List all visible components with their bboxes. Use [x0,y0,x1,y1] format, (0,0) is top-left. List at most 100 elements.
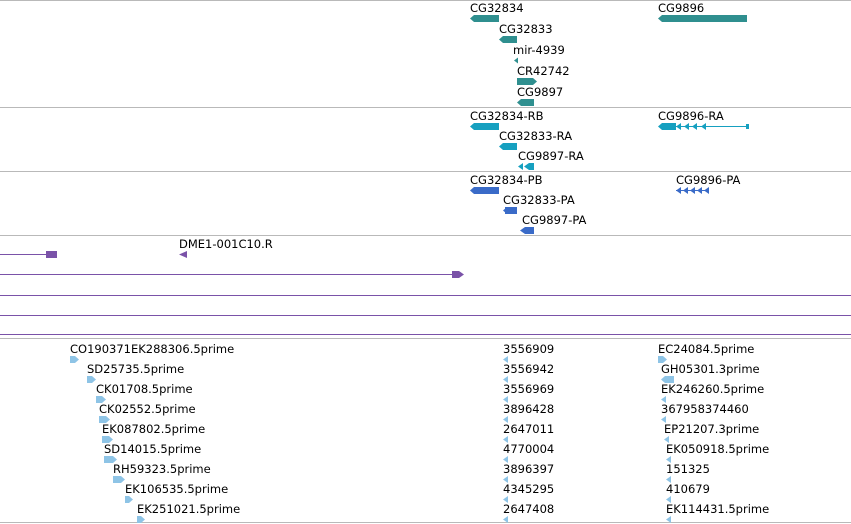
est-label[interactable]: SD14015.5prime [104,442,202,456]
est-label[interactable]: EP21207.3prime [664,422,760,436]
cds-label[interactable]: CG9896-PA [676,173,741,187]
est-feature[interactable] [96,396,106,403]
cds-feature[interactable] [525,227,534,234]
alignment-block[interactable] [46,251,57,258]
est-feature[interactable] [125,496,133,503]
est-feature[interactable] [104,456,117,463]
transcript-exon[interactable] [692,123,697,130]
est-label[interactable]: EK114431.5prime [666,502,770,516]
transcript-label[interactable]: CG32833-RA [499,129,573,143]
gene-label[interactable]: CG32833 [499,22,553,36]
est-feature[interactable] [503,356,508,363]
cds-feature[interactable] [474,187,499,194]
est-feature[interactable] [503,416,508,423]
est-label[interactable]: EK246260.5prime [661,382,765,396]
gene-feature[interactable] [521,99,534,106]
est-label[interactable]: 151325 [666,462,710,476]
cds-label[interactable]: CG32833-PA [503,193,575,207]
gene-label[interactable]: CG32834 [470,1,524,15]
alignment-line[interactable] [0,334,851,335]
est-label[interactable]: 2647408 [503,502,555,516]
est-feature[interactable] [666,516,671,523]
est-feature[interactable] [503,516,508,523]
est-feature[interactable] [661,416,666,423]
cds-exon[interactable] [690,187,695,194]
transcript-label[interactable]: CG9896-RA [658,109,724,123]
cds-exon[interactable] [683,187,688,194]
est-feature[interactable] [661,396,666,403]
cds-feature[interactable] [505,207,517,214]
gene-feature[interactable] [503,36,517,43]
alignment-arrowhead[interactable] [452,271,464,278]
est-label[interactable]: GH05301.3prime [661,362,760,376]
est-feature[interactable] [666,476,671,483]
cds-label[interactable]: CG32834-PB [470,173,543,187]
transcript-feature[interactable] [503,143,517,150]
transcript-feature[interactable] [662,123,676,130]
est-label[interactable]: 2647011 [503,422,555,436]
gene-label[interactable]: mir-4939 [513,43,565,57]
est-label[interactable]: 3896428 [503,402,555,416]
est-feature[interactable] [503,456,508,463]
transcript-label[interactable]: CG32834-RB [470,109,544,123]
est-label[interactable]: CK02552.5prime [99,402,196,416]
est-feature[interactable] [503,396,508,403]
transcript-exon[interactable] [684,123,689,130]
est-feature[interactable] [503,376,508,383]
est-feature[interactable] [658,356,667,363]
est-feature[interactable] [503,436,508,443]
est-label[interactable]: 410679 [666,482,710,496]
alignment-arrowhead[interactable] [179,251,187,258]
est-label[interactable]: EC24084.5prime [658,342,755,356]
est-label[interactable]: 4345295 [503,482,555,496]
est-feature[interactable] [70,356,79,363]
transcript-exon[interactable] [746,124,749,129]
est-label[interactable]: 3556909 [503,342,555,356]
gene-label[interactable]: CG9897 [517,85,564,99]
est-feature[interactable] [99,416,110,423]
est-label[interactable]: EK251021.5prime [137,502,241,516]
cds-feature[interactable] [520,227,525,234]
cds-exon[interactable] [676,187,681,194]
transcript-exon[interactable] [676,123,681,130]
est-label[interactable]: RH59323.5prime [113,462,211,476]
est-feature[interactable] [137,516,145,523]
est-label[interactable]: EK087802.5prime [102,422,206,436]
est-label[interactable]: 3556942 [503,362,555,376]
est-feature[interactable] [102,436,113,443]
est-label[interactable]: SD25735.5prime [87,362,185,376]
gene-feature[interactable] [517,78,533,85]
est-feature[interactable] [661,376,674,383]
est-feature[interactable] [503,476,508,483]
est-label[interactable]: CK01708.5prime [96,382,193,396]
est-label[interactable]: 3896397 [503,462,555,476]
transcript-feature[interactable] [529,163,534,170]
est-feature[interactable] [113,476,125,483]
cds-label[interactable]: CG9897-PA [522,213,587,227]
est-label[interactable]: 4770004 [503,442,555,456]
alignment-line[interactable] [0,254,52,255]
cds-exon[interactable] [697,187,702,194]
alignment-line[interactable] [0,274,456,275]
gene-label[interactable]: CR42742 [517,64,570,78]
transcript-feature[interactable] [518,163,523,170]
est-feature[interactable] [503,496,508,503]
transcript-label[interactable]: CG9897-RA [518,149,584,163]
alignment-line[interactable] [0,315,851,316]
est-label[interactable]: CO190371EK288306.5prime [70,342,235,356]
est-label[interactable]: EK106535.5prime [125,482,229,496]
gene-feature[interactable] [662,15,747,22]
alignment-label[interactable]: DME1-001C10.R [179,237,273,251]
transcript-exon[interactable] [701,123,706,130]
est-label[interactable]: 367958374460 [661,402,749,416]
transcript-feature[interactable] [524,163,529,170]
est-label[interactable]: EK050918.5prime [666,442,770,456]
est-feature[interactable] [87,376,96,383]
est-feature[interactable] [666,456,671,463]
gene-label[interactable]: CG9896 [658,1,705,15]
cds-exon[interactable] [704,187,709,194]
est-feature[interactable] [666,496,671,503]
est-feature[interactable] [664,436,669,443]
gene-feature[interactable] [474,15,499,22]
transcript-feature[interactable] [474,123,499,130]
